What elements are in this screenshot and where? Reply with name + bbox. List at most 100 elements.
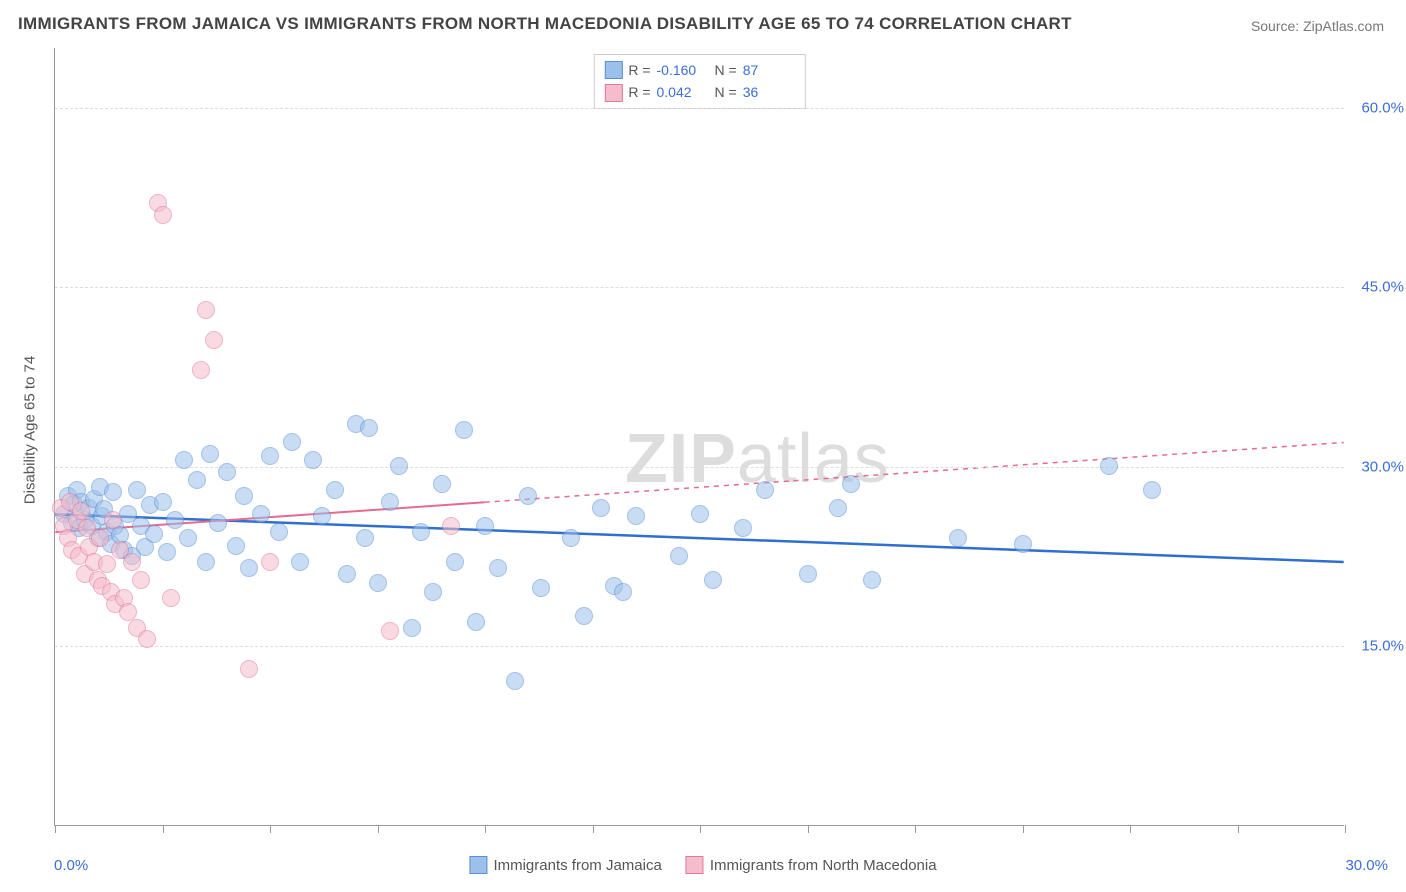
data-point (424, 583, 442, 601)
data-point (240, 559, 258, 577)
data-point (842, 475, 860, 493)
data-point (162, 589, 180, 607)
x-tick (270, 825, 271, 833)
data-point (381, 493, 399, 511)
data-point (756, 481, 774, 499)
legend-item: Immigrants from Jamaica (469, 856, 661, 874)
data-point (390, 457, 408, 475)
legend-swatch (686, 856, 704, 874)
source-attribution: Source: ZipAtlas.com (1251, 18, 1384, 34)
data-point (154, 493, 172, 511)
legend-r-value: 0.042 (657, 81, 709, 103)
data-point (489, 559, 507, 577)
data-point (158, 543, 176, 561)
data-point (132, 571, 150, 589)
plot-area: ZIPatlas R = -0.160 N = 87 R = 0.042 N =… (54, 48, 1344, 826)
gridline (55, 646, 1344, 647)
y-axis-title: Disability Age 65 to 74 (22, 356, 39, 504)
x-tick (1130, 825, 1131, 833)
data-point (261, 553, 279, 571)
chart-title: IMMIGRANTS FROM JAMAICA VS IMMIGRANTS FR… (18, 14, 1072, 34)
x-tick (1238, 825, 1239, 833)
correlation-legend: R = -0.160 N = 87 R = 0.042 N = 36 (593, 54, 805, 109)
data-point (691, 505, 709, 523)
data-point (192, 361, 210, 379)
data-point (562, 529, 580, 547)
data-point (72, 502, 90, 520)
x-tick (593, 825, 594, 833)
data-point (175, 451, 193, 469)
data-point (1100, 457, 1118, 475)
legend-label: Immigrants from Jamaica (493, 857, 661, 874)
x-tick (808, 825, 809, 833)
data-point (145, 525, 163, 543)
legend-item: Immigrants from North Macedonia (686, 856, 937, 874)
data-point (291, 553, 309, 571)
data-point (442, 517, 460, 535)
legend-swatch (604, 84, 622, 102)
data-point (235, 487, 253, 505)
y-tick-label: 30.0% (1349, 458, 1404, 475)
x-axis-max-label: 30.0% (1345, 857, 1388, 874)
data-point (455, 421, 473, 439)
data-point (356, 529, 374, 547)
data-point (304, 451, 322, 469)
data-point (433, 475, 451, 493)
data-point (205, 331, 223, 349)
data-point (670, 547, 688, 565)
legend-row: R = -0.160 N = 87 (604, 59, 794, 81)
legend-swatch (604, 61, 622, 79)
data-point (446, 553, 464, 571)
legend-r-label: R = (628, 59, 650, 81)
data-point (227, 537, 245, 555)
x-tick (700, 825, 701, 833)
data-point (575, 607, 593, 625)
y-tick-label: 60.0% (1349, 99, 1404, 116)
data-point (128, 481, 146, 499)
data-point (734, 519, 752, 537)
data-point (799, 565, 817, 583)
data-point (369, 574, 387, 592)
data-point (197, 553, 215, 571)
data-point (123, 553, 141, 571)
data-point (179, 529, 197, 547)
data-point (949, 529, 967, 547)
data-point (188, 471, 206, 489)
data-point (201, 445, 219, 463)
data-point (506, 672, 524, 690)
x-tick (1345, 825, 1346, 833)
data-point (240, 660, 258, 678)
legend-n-value: 87 (743, 59, 795, 81)
legend-row: R = 0.042 N = 36 (604, 81, 794, 103)
gridline (55, 467, 1344, 468)
legend-r-value: -0.160 (657, 59, 709, 81)
data-point (614, 583, 632, 601)
x-tick (915, 825, 916, 833)
x-tick (163, 825, 164, 833)
data-point (104, 511, 122, 529)
data-point (138, 630, 156, 648)
data-point (91, 529, 109, 547)
data-point (381, 622, 399, 640)
legend-label: Immigrants from North Macedonia (710, 857, 937, 874)
data-point (403, 619, 421, 637)
data-point (209, 514, 227, 532)
legend-swatch (469, 856, 487, 874)
data-point (863, 571, 881, 589)
data-point (326, 481, 344, 499)
series-legend: Immigrants from Jamaica Immigrants from N… (469, 856, 936, 874)
data-point (98, 555, 116, 573)
data-point (627, 507, 645, 525)
data-point (1143, 481, 1161, 499)
data-point (283, 433, 301, 451)
y-tick-label: 45.0% (1349, 279, 1404, 296)
gridline (55, 108, 1344, 109)
data-point (197, 301, 215, 319)
data-point (252, 505, 270, 523)
data-point (476, 517, 494, 535)
data-point (154, 206, 172, 224)
data-point (218, 463, 236, 481)
x-tick (55, 825, 56, 833)
legend-r-label: R = (628, 81, 650, 103)
data-point (270, 523, 288, 541)
